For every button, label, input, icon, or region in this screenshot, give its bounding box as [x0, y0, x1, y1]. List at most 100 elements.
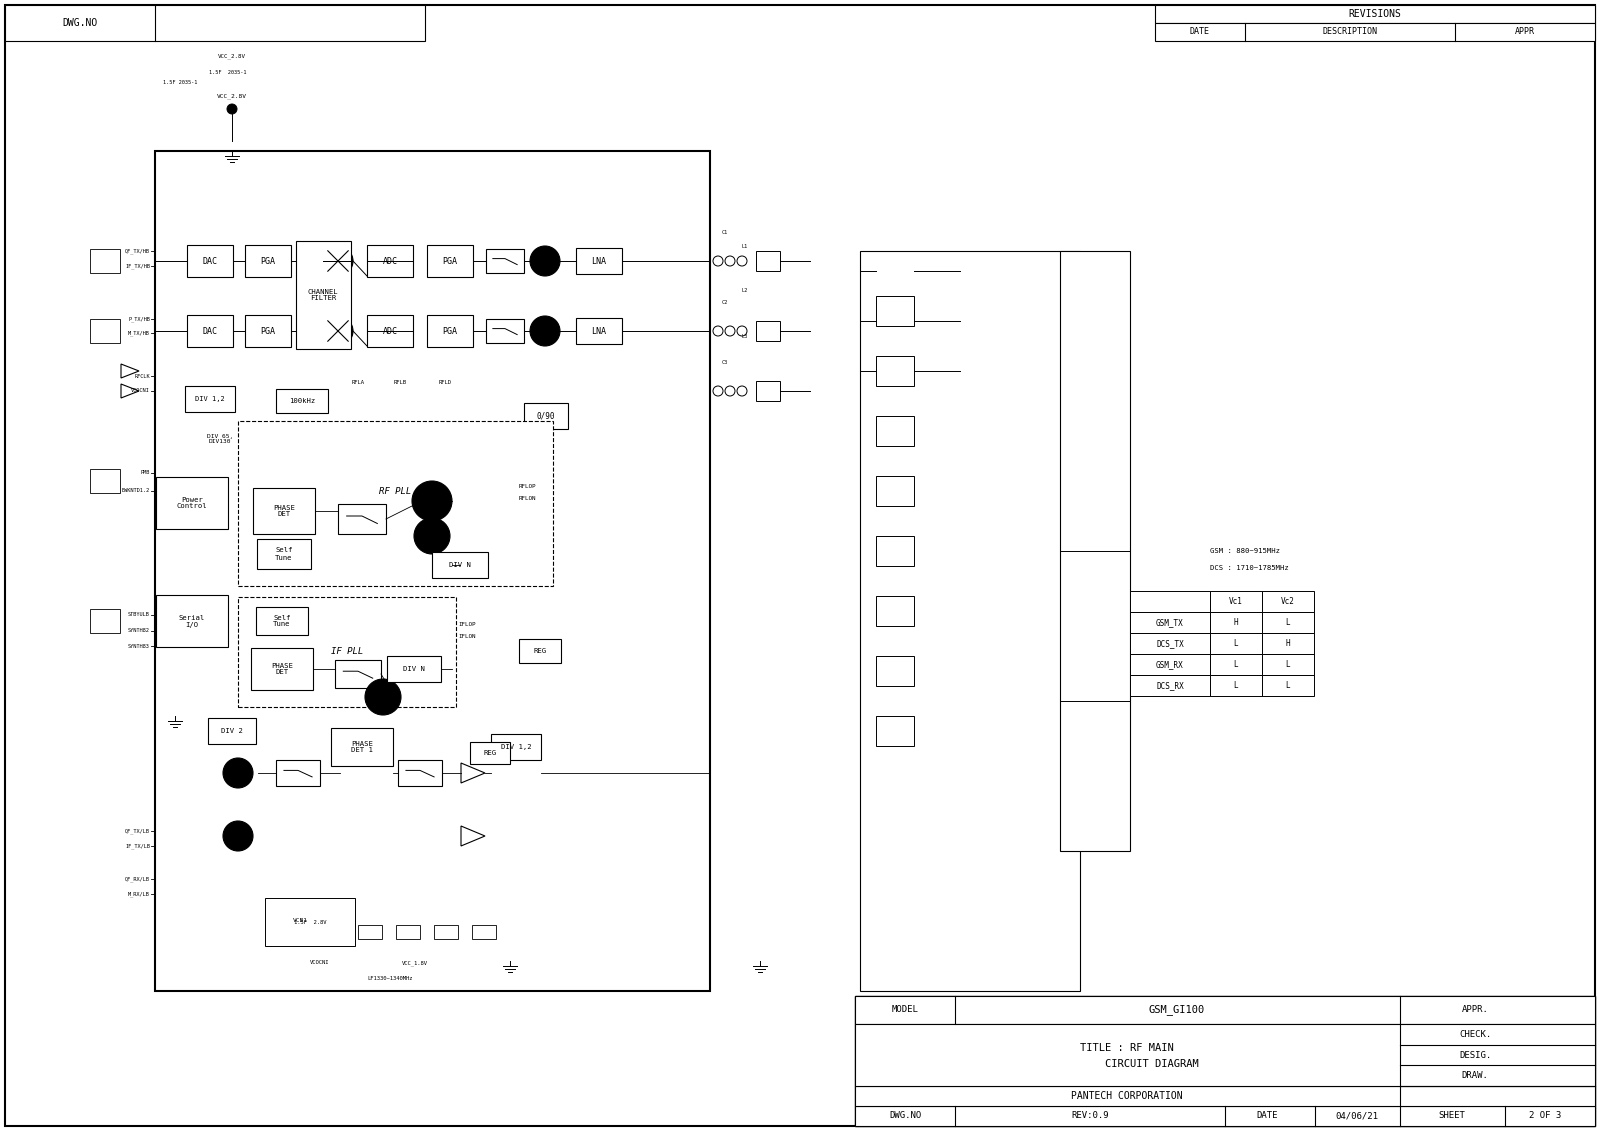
Text: IF_TX/HB: IF_TX/HB — [125, 264, 150, 269]
Bar — [427, 316, 474, 347]
Bar — [90, 249, 120, 273]
Text: STBYULB: STBYULB — [128, 613, 150, 618]
Text: LNA: LNA — [592, 327, 606, 336]
Bar — [296, 241, 350, 349]
Bar — [208, 718, 256, 744]
Bar — [1130, 633, 1210, 654]
Text: IF PLL: IF PLL — [331, 647, 363, 656]
Text: REV:0.9: REV:0.9 — [1070, 1112, 1109, 1121]
Bar — [1130, 654, 1210, 675]
Bar — [238, 597, 456, 707]
Circle shape — [414, 518, 450, 554]
Text: L: L — [1286, 681, 1290, 690]
Bar — [186, 386, 235, 412]
Text: H: H — [1234, 618, 1238, 627]
Text: RFLON: RFLON — [518, 497, 536, 501]
Bar — [90, 608, 120, 633]
Text: L: L — [1234, 639, 1238, 648]
Circle shape — [323, 247, 354, 276]
Bar — [1210, 654, 1262, 675]
Text: L1: L1 — [742, 243, 749, 249]
Bar — [877, 476, 914, 506]
Bar — [358, 925, 382, 939]
Bar — [157, 595, 229, 647]
Text: PGA: PGA — [261, 327, 275, 336]
Text: C1: C1 — [722, 231, 728, 235]
Text: Vc1: Vc1 — [1229, 597, 1243, 606]
Bar — [1210, 592, 1262, 612]
Bar — [486, 319, 525, 343]
Bar — [187, 316, 234, 347]
Bar — [877, 656, 914, 687]
Bar — [258, 539, 310, 569]
Bar — [434, 925, 458, 939]
Bar — [518, 639, 562, 663]
Bar — [398, 760, 442, 786]
Text: CIRCUIT DIAGRAM: CIRCUIT DIAGRAM — [1054, 1060, 1198, 1069]
Text: LF1330~1340MHz: LF1330~1340MHz — [368, 976, 413, 982]
Circle shape — [530, 316, 560, 346]
Text: SYNTH82: SYNTH82 — [128, 629, 150, 633]
Circle shape — [222, 758, 253, 788]
Text: GSM_GI100: GSM_GI100 — [1149, 1004, 1205, 1016]
Text: GSM : 880~915MHz: GSM : 880~915MHz — [1210, 549, 1280, 554]
Bar — [1262, 612, 1314, 633]
Text: ADC: ADC — [382, 257, 397, 266]
Text: L: L — [1286, 661, 1290, 670]
Text: 1.5F 2035-1: 1.5F 2035-1 — [163, 80, 197, 86]
Bar — [486, 249, 525, 273]
Text: ADC: ADC — [382, 327, 397, 336]
Text: VCC_2.8V: VCC_2.8V — [218, 93, 246, 98]
Text: L: L — [1234, 681, 1238, 690]
Bar — [277, 760, 320, 786]
Text: 100kHz: 100kHz — [290, 398, 315, 404]
Bar — [877, 536, 914, 566]
Text: PHASE
DET 1: PHASE DET 1 — [350, 741, 373, 753]
Text: PGA: PGA — [443, 257, 458, 266]
Text: CHECK.: CHECK. — [1459, 1030, 1491, 1039]
Bar — [187, 245, 234, 277]
Bar — [266, 898, 355, 946]
Bar — [757, 251, 781, 271]
Bar — [877, 356, 914, 386]
Text: DAC: DAC — [203, 327, 218, 336]
Text: PGA: PGA — [261, 257, 275, 266]
Text: DCS : 1710~1785MHz: DCS : 1710~1785MHz — [1210, 566, 1288, 571]
Bar — [1210, 612, 1262, 633]
Text: Self
Tune: Self Tune — [274, 614, 291, 628]
Circle shape — [365, 679, 402, 715]
Text: M_RX/LB: M_RX/LB — [128, 891, 150, 897]
Text: VCC_1.8V: VCC_1.8V — [402, 960, 429, 966]
Bar — [245, 245, 291, 277]
Bar — [157, 477, 229, 529]
Text: L3: L3 — [742, 334, 749, 338]
Bar — [854, 996, 1595, 1126]
Text: Vc2: Vc2 — [1282, 597, 1294, 606]
Text: C2: C2 — [722, 301, 728, 305]
Text: DIV 65,
DIV130: DIV 65, DIV130 — [206, 433, 234, 444]
Text: MODEL: MODEL — [891, 1005, 918, 1015]
Circle shape — [413, 481, 453, 521]
Bar — [1262, 592, 1314, 612]
Bar — [757, 321, 781, 342]
Text: DESIG.: DESIG. — [1459, 1051, 1491, 1060]
Bar — [576, 318, 622, 344]
Bar — [757, 381, 781, 402]
Text: QF_TX/HB: QF_TX/HB — [125, 248, 150, 253]
Bar — [5, 5, 426, 41]
Bar — [366, 316, 413, 347]
Text: DATE: DATE — [1190, 27, 1210, 36]
Bar — [397, 925, 419, 939]
Bar — [253, 487, 315, 534]
Bar — [1262, 675, 1314, 696]
Text: 0/90: 0/90 — [536, 412, 555, 421]
Text: DCS_RX: DCS_RX — [1157, 681, 1184, 690]
Text: DWG.NO: DWG.NO — [62, 18, 98, 28]
Text: M_TX/HB: M_TX/HB — [128, 330, 150, 336]
Text: REVISIONS: REVISIONS — [1349, 9, 1402, 19]
Bar — [1155, 23, 1595, 41]
Text: SYNTH83: SYNTH83 — [128, 644, 150, 648]
Bar — [1262, 654, 1314, 675]
Text: 1.5F  2035-1: 1.5F 2035-1 — [210, 70, 246, 76]
Bar — [877, 596, 914, 625]
